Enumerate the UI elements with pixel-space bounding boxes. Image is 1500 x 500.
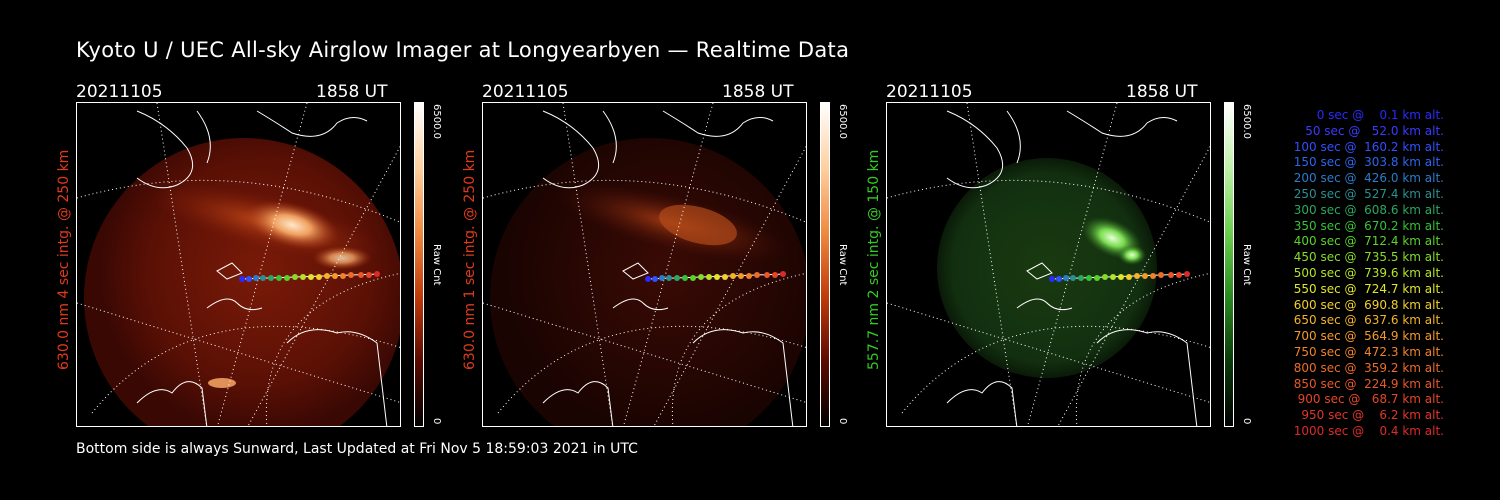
trajectory-legend: 0 sec @ 0.1 km alt. 50 sec @ 52.0 km alt.…: [1250, 108, 1444, 440]
panel2-image: [482, 102, 807, 427]
panel3-ylabel: 557.7 nm 2 sec intg. @ 150 km: [866, 149, 882, 370]
panel1-date: 20211105: [76, 82, 163, 102]
legend-row: 50 sec @ 52.0 km alt.: [1305, 123, 1444, 138]
legend-row: 800 sec @ 359.2 km alt.: [1293, 360, 1444, 375]
legend-row: 500 sec @ 739.6 km alt.: [1293, 265, 1444, 280]
legend-row: 1000 sec @ 0.4 km alt.: [1293, 423, 1444, 438]
trajectory-dots: [645, 271, 786, 282]
panel2-colorbar: [820, 102, 830, 427]
panel2-cbar-max: 6500.0: [837, 104, 848, 139]
panel2-cbar-min: 0: [837, 418, 848, 425]
legend-row: 850 sec @ 224.9 km alt.: [1293, 376, 1444, 391]
legend-row: 300 sec @ 608.6 km alt.: [1293, 202, 1444, 217]
legend-row: 550 sec @ 724.7 km alt.: [1293, 281, 1444, 296]
panel3-time: 1858 UT: [1126, 82, 1198, 102]
legend-row: 100 sec @ 160.2 km alt.: [1293, 139, 1444, 154]
trajectory-dots: [239, 271, 380, 282]
legend-row: 900 sec @ 68.7 km alt.: [1297, 392, 1444, 407]
panel2-time: 1858 UT: [722, 82, 794, 102]
legend-row: 750 sec @ 472.3 km alt.: [1293, 344, 1444, 359]
panel1-image: [76, 102, 401, 427]
page-title: Kyoto U / UEC All-sky Airglow Imager at …: [76, 38, 850, 62]
legend-row: 250 sec @ 527.4 km alt.: [1293, 186, 1444, 201]
panel1-cbar-unit: Raw Cnt: [431, 244, 442, 286]
legend-row: 400 sec @ 712.4 km alt.: [1293, 234, 1444, 249]
legend-row: 150 sec @ 303.8 km alt.: [1293, 155, 1444, 170]
panel3-image: [886, 102, 1211, 427]
legend-row: 650 sec @ 637.6 km alt.: [1293, 313, 1444, 328]
panel2-ylabel: 630.0 nm 1 sec intg. @ 250 km: [462, 149, 478, 370]
panel2-date: 20211105: [482, 82, 569, 102]
panel2-cbar-unit: Raw Cnt: [837, 244, 848, 286]
panel3-date: 20211105: [886, 82, 973, 102]
panel1-time: 1858 UT: [316, 82, 388, 102]
legend-row: 350 sec @ 670.2 km alt.: [1293, 218, 1444, 233]
footer-note: Bottom side is always Sunward, Last Upda…: [76, 441, 638, 457]
trajectory-dots: [1049, 271, 1190, 282]
legend-row: 200 sec @ 426.0 km alt.: [1293, 171, 1444, 186]
legend-row: 700 sec @ 564.9 km alt.: [1293, 329, 1444, 344]
panel1-cbar-max: 6500.0: [431, 104, 442, 139]
legend-row: 450 sec @ 735.5 km alt.: [1293, 250, 1444, 265]
panel1-ylabel: 630.0 nm 4 sec intg. @ 250 km: [56, 149, 72, 370]
panel1-cbar-min: 0: [431, 418, 442, 425]
panel3-colorbar: [1224, 102, 1234, 427]
legend-row: 600 sec @ 690.8 km alt.: [1293, 297, 1444, 312]
panel1-colorbar: [414, 102, 424, 427]
legend-row: 950 sec @ 6.2 km alt.: [1301, 408, 1444, 423]
legend-row: 0 sec @ 0.1 km alt.: [1316, 108, 1444, 122]
